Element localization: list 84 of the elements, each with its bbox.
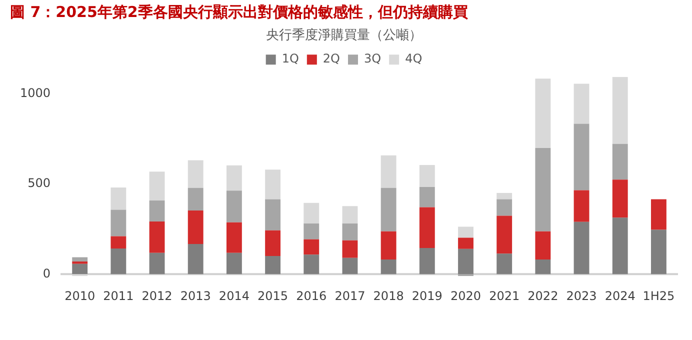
bar [535, 260, 551, 274]
bar [188, 188, 204, 210]
bar [149, 221, 165, 253]
bar [496, 192, 512, 200]
bar [650, 199, 666, 230]
bar [342, 240, 358, 258]
bar [304, 223, 320, 240]
x-tick-label: 2019 [412, 288, 442, 303]
bar [110, 248, 126, 274]
bar [574, 124, 590, 190]
bar [304, 239, 320, 255]
x-tick-label: 2018 [373, 288, 404, 303]
bar [265, 199, 281, 230]
bar [496, 254, 512, 274]
bar [612, 144, 628, 180]
bar [110, 188, 126, 210]
bar [419, 248, 435, 274]
bar [149, 252, 165, 274]
bar [110, 236, 126, 249]
y-tick-label: 1000 [20, 86, 51, 100]
bar [380, 155, 396, 188]
bar [342, 258, 358, 274]
bar [149, 200, 165, 222]
bar [535, 78, 551, 148]
x-tick-label: 1H25 [642, 288, 675, 303]
bar [342, 206, 358, 224]
bar [226, 165, 242, 191]
bar [535, 148, 551, 232]
x-tick-label: 2023 [566, 288, 597, 303]
bar [226, 252, 242, 274]
bar [535, 231, 551, 260]
bar [458, 226, 474, 238]
x-tick-label: 2012 [142, 288, 172, 303]
bar [149, 172, 165, 201]
bar [304, 202, 320, 224]
bar [496, 199, 512, 216]
x-tick-label: 2022 [528, 288, 558, 303]
legend-label: 1Q [282, 52, 299, 66]
bar [612, 218, 628, 274]
x-tick-label: 2011 [103, 288, 134, 303]
legend-label: 3Q [364, 52, 382, 66]
x-tick-label: 2024 [604, 288, 636, 303]
x-tick-label: 2020 [450, 288, 482, 303]
bar [342, 223, 358, 240]
bar [72, 257, 88, 262]
bar [265, 230, 281, 256]
chart-subtitle: 央行季度淨購買量（公噸） [266, 27, 422, 44]
bar [188, 210, 204, 244]
legend-label: 4Q [405, 52, 422, 66]
bar [226, 222, 242, 253]
bar [650, 230, 666, 274]
bar [496, 216, 512, 254]
bar [304, 254, 320, 274]
x-tick-label: 2010 [64, 288, 96, 303]
bar [188, 160, 204, 188]
bar [419, 164, 435, 187]
bar [226, 190, 242, 222]
x-tick-label: 2014 [218, 288, 250, 303]
bar [380, 260, 396, 274]
bar [574, 190, 590, 222]
bar [612, 180, 628, 218]
bar [419, 186, 435, 208]
bar [265, 256, 281, 274]
chart-title: 圖 7：2025年第2季各國央行顯示出對價格的敏感性，但仍持續購買 [10, 2, 468, 21]
legend-label: 2Q [322, 52, 340, 66]
bar [110, 210, 126, 236]
bar [458, 238, 474, 249]
x-tick-label: 2015 [258, 288, 288, 303]
bar [612, 77, 628, 144]
bar [380, 231, 396, 260]
bar [72, 264, 88, 274]
y-tick-label: 0 [42, 266, 51, 280]
bar [574, 222, 590, 274]
bar [458, 248, 474, 274]
x-tick-label: 2021 [489, 288, 520, 303]
x-tick-label: 2013 [180, 288, 211, 303]
bar [574, 84, 590, 124]
y-tick-label: 500 [28, 176, 51, 190]
bar [419, 207, 435, 248]
x-tick-label: 2016 [296, 288, 327, 303]
bar [188, 244, 204, 274]
bar [265, 170, 281, 200]
x-tick-label: 2017 [334, 288, 366, 303]
bar [380, 188, 396, 232]
